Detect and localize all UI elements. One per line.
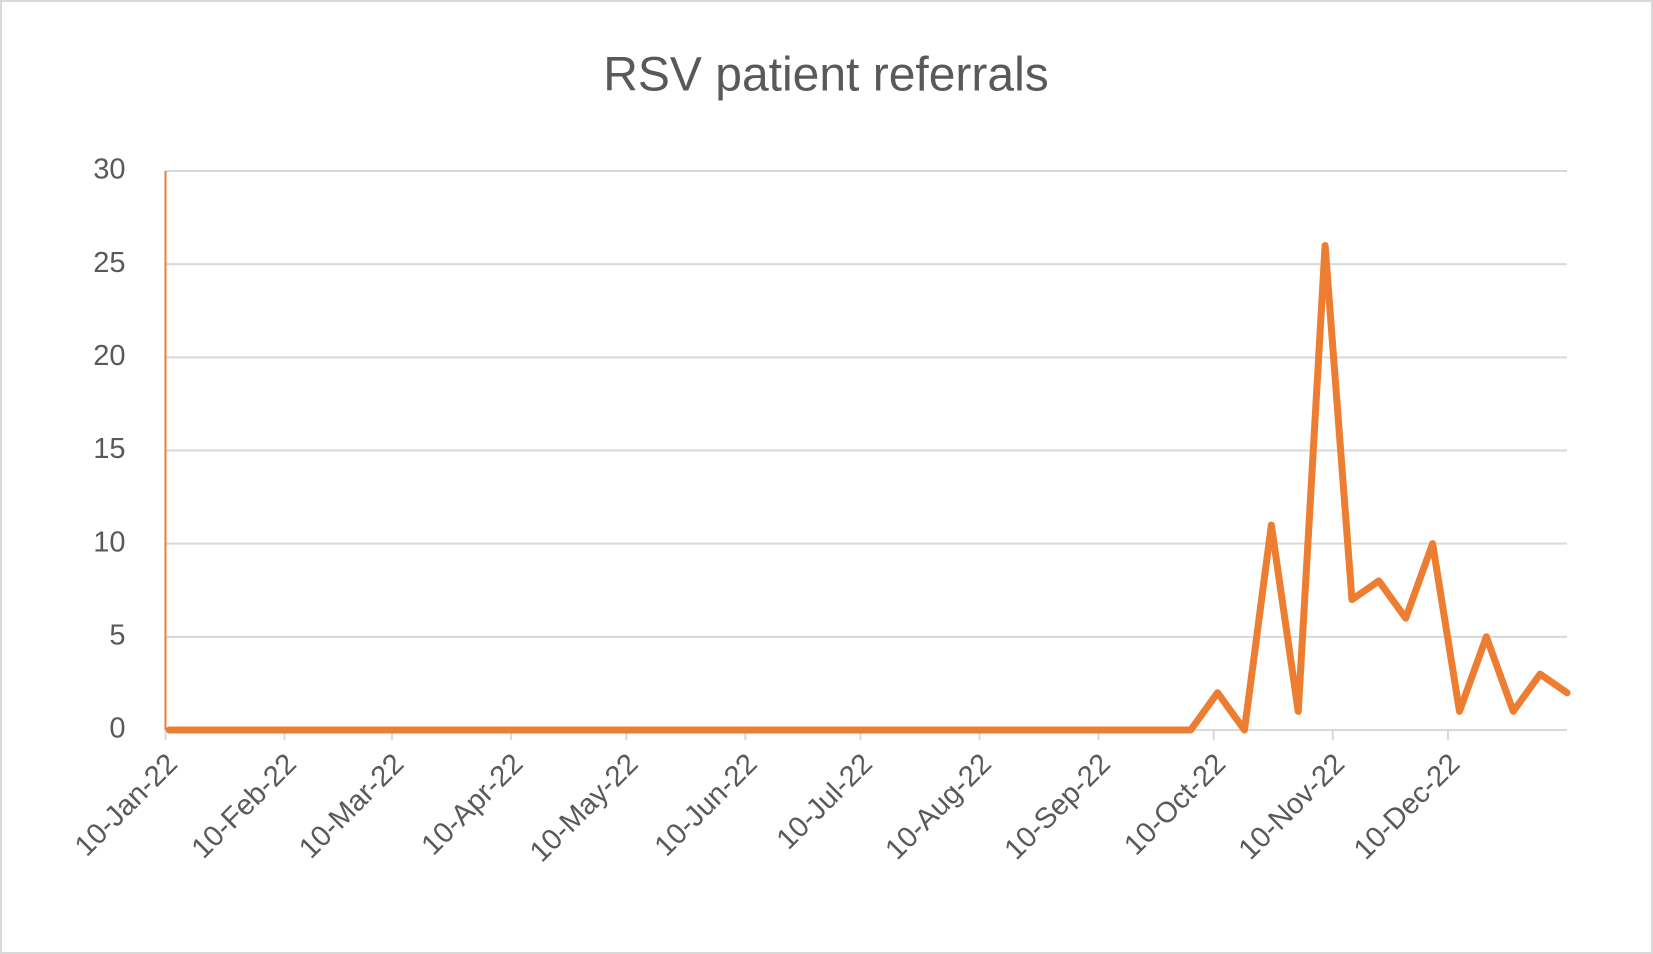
y-tick-label: 30 [93,154,125,186]
y-tick-label: 5 [109,619,125,651]
y-tick-label: 15 [93,433,125,465]
y-tick-label: 25 [93,247,125,279]
data-line [165,242,1571,734]
y-tick-label: 0 [109,713,125,745]
chart-title: RSV patient referrals [603,49,1049,102]
y-tick-label: 10 [93,526,125,558]
y-tick-label: 20 [93,340,125,372]
